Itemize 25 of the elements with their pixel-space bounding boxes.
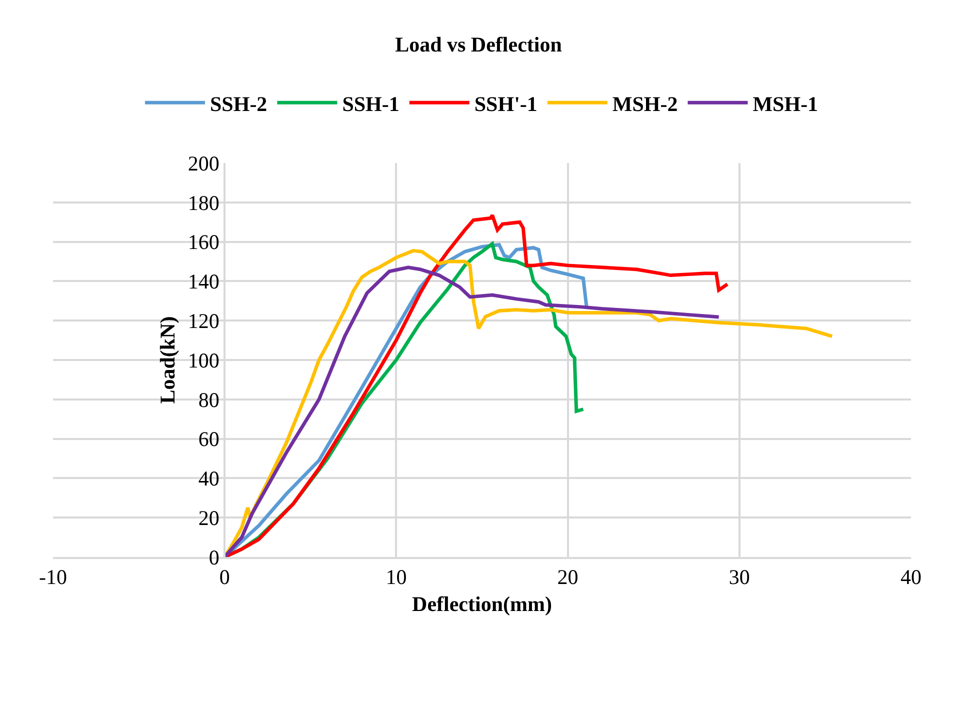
y-tick-label: 40	[198, 466, 220, 491]
y-tick-label: 120	[188, 308, 220, 333]
line-series	[222, 266, 721, 557]
x-tick-label: 20	[557, 565, 578, 590]
y-tick-label: 160	[188, 230, 220, 254]
x-tick-label: 10	[386, 565, 407, 590]
chart-title: Load vs Deflection	[395, 32, 562, 56]
y-tick-label: 80	[198, 388, 220, 412]
legend-label: MSH-2	[612, 92, 678, 116]
legend-label: SSH'-1	[474, 92, 538, 116]
y-axis-title: Load(kN)	[156, 316, 180, 404]
y-tick-label: 0	[208, 545, 220, 570]
legend-label: SSH-2	[210, 92, 268, 116]
legend-label: SSH-1	[342, 92, 400, 116]
y-tick-label: 60	[198, 427, 220, 452]
x-tick-label: 40	[900, 565, 922, 590]
y-tick-label: 180	[188, 190, 220, 215]
y-tick-label: 100	[188, 348, 220, 372]
y-tick-label: 20	[198, 506, 220, 530]
x-axis-title: Deflection(mm)	[412, 592, 552, 616]
legend-label: MSH-1	[752, 92, 818, 116]
x-tick-label: 30	[728, 565, 750, 590]
x-tick-label: -10	[39, 565, 67, 590]
y-tick-label: 200	[188, 151, 220, 176]
y-tick-label: 140	[188, 270, 220, 294]
